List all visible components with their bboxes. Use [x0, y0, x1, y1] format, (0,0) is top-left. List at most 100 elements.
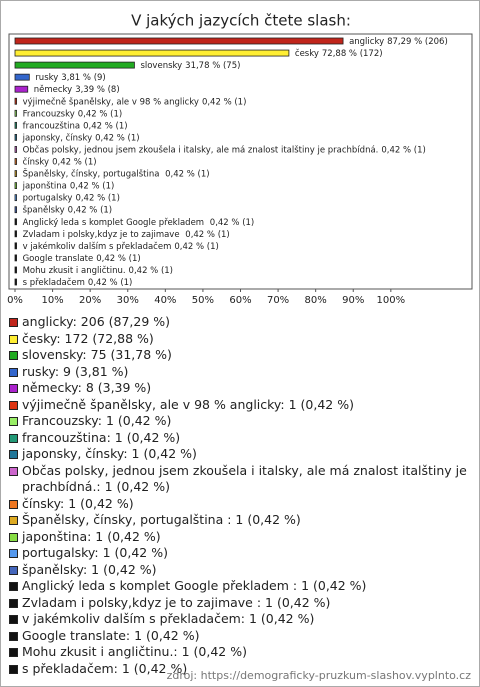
bar-label: japonsky, čínsky 0,42 % (1) [22, 132, 140, 143]
category-label: v jakémkoliv dalším s překladačem [23, 240, 172, 251]
legend-swatch [9, 648, 18, 657]
legend-label: Anglický leda s komplet Google překladem… [22, 578, 367, 593]
bar-label: portugalsky 0,42 % (1) [23, 193, 120, 203]
bar-label: Občas polsky, jednou jsem zkoušela i ita… [23, 144, 426, 155]
category-label: Francouzsky [23, 109, 75, 119]
category-label: česky [295, 48, 319, 59]
value-label: 0,42 % (1) [70, 181, 114, 191]
legend-item: Google translate: 1 (0,42 %) [9, 628, 471, 645]
legend-item: slovensky: 75 (31,78 %) [9, 347, 471, 364]
bar [14, 266, 17, 274]
legend-label: Francouzsky: 1 (0,42 %) [22, 413, 172, 428]
bar-label: rusky 3,81 % (9) [35, 73, 105, 83]
legend-label: anglicky: 206 (87,29 %) [22, 314, 171, 329]
category-label: výjimečně španělsky, ale v 98 % anglicky [23, 96, 199, 107]
legend-swatch [9, 334, 18, 344]
legend-item: Španělsky, čínsky, portugalština : 1 (0,… [9, 512, 471, 529]
legend-swatch [9, 318, 18, 327]
bar [14, 109, 17, 117]
legend-swatch [9, 565, 18, 575]
bar-label: španělsky 0,42 % (1) [23, 204, 113, 215]
bar-label: japonština 0,42 % (1) [22, 180, 115, 191]
x-tick-label: 80% [305, 295, 327, 306]
value-label: 0,42 % (1) [185, 229, 229, 239]
x-tick-label: 60% [229, 295, 251, 306]
value-label: 0,42 % (1) [75, 193, 119, 203]
category-label: s překladačem [23, 277, 85, 288]
legend-item: anglicky: 206 (87,29 %) [9, 314, 471, 331]
legend-item: francouzština: 1 (0,42 %) [9, 430, 471, 447]
x-tick-label: 50% [192, 295, 214, 306]
category-label: Občas polsky, jednou jsem zkoušela i ita… [23, 144, 379, 155]
value-label: 0,42 % (1) [83, 121, 127, 131]
bar-label: Španělsky, čínsky, portugalština 0,42 % … [23, 167, 210, 179]
legend-swatch [9, 351, 18, 360]
legend-swatch [9, 516, 18, 525]
bar-label: Anglický leda s komplet Google překladem… [23, 217, 255, 227]
chart: V jakých jazycích čtete slash: 0% 10% 20% 3… [7, 12, 473, 306]
bar [14, 218, 17, 226]
legend-label: výjimečně španělsky, ale v 98 % anglicky… [22, 396, 354, 412]
bar-label: Mohu zkusit i angličtinu. 0,42 % (1) [23, 264, 173, 275]
legend-label: Mohu zkusit i angličtinu.: 1 (0,42 %) [22, 644, 247, 659]
legend-label: v jakémkoliv dalším s překladačem: 1 (0,… [22, 611, 315, 626]
category-label: Španělsky, čínsky, portugalština [23, 167, 163, 179]
legend-item: čínsky: 1 (0,42 %) [9, 496, 471, 513]
bar [14, 49, 290, 57]
legend-label: španělsky: 1 (0,42 %) [22, 561, 157, 577]
bar-label: v jakémkoliv dalším s překladačem 0,42 % … [23, 240, 219, 251]
legend-item: Zvladam i polsky,kdyz je to zajimave : 1… [9, 595, 471, 612]
legend: anglicky: 206 (87,29 %) česky: 172 (72,88… [9, 314, 471, 677]
category-label: japonsky, čínsky [22, 132, 93, 143]
legend-item: rusky: 9 (3,81 %) [9, 364, 471, 381]
bar [14, 278, 17, 286]
category-label: německy [34, 85, 72, 95]
category-label: rusky [35, 73, 58, 83]
category-label: japonština [22, 180, 67, 191]
legend-item: Anglický leda s komplet Google překladem… [9, 578, 471, 595]
legend-label: rusky: 9 (3,81 %) [22, 363, 129, 379]
x-tick-label: 10% [41, 295, 63, 306]
legend-swatch [9, 466, 18, 476]
bar [14, 194, 17, 202]
category-label: francouzština [23, 120, 81, 131]
bar [14, 37, 344, 45]
bar [14, 146, 17, 153]
bar [14, 85, 29, 93]
category-label: anglicky [349, 37, 384, 47]
legend-label: německy: 8 (3,39 %) [22, 380, 152, 395]
legend-swatch [9, 664, 18, 674]
legend-item: německy: 8 (3,39 %) [9, 380, 471, 397]
x-tick-label: 20% [79, 295, 101, 306]
legend-swatch [9, 384, 18, 393]
x-tick-label: 40% [154, 295, 176, 306]
bar [14, 170, 17, 177]
legend-label: s překladačem: 1 (0,42 %) [22, 660, 188, 676]
value-label: 0,42 % (1) [95, 133, 139, 143]
value-label: 0,42 % (1) [174, 241, 218, 251]
bar [14, 254, 17, 262]
x-tick-label: 90% [342, 295, 364, 306]
legend-label: Google translate: 1 (0,42 %) [22, 627, 200, 643]
category-label: slovensky [140, 61, 182, 71]
legend-swatch [9, 598, 18, 608]
legend-swatch [9, 582, 18, 591]
value-label: 0,42 % (1) [96, 253, 140, 263]
value-label: 0,42 % (1) [68, 205, 112, 215]
legend-item: japonština: 1 (0,42 %) [9, 529, 471, 546]
legend-label: Španělsky, čínsky, portugalština : 1 (0,… [22, 512, 301, 527]
value-label: 31,78 % (75) [185, 61, 240, 71]
category-label: Mohu zkusit i angličtinu. [23, 264, 126, 275]
legend-swatch [9, 631, 18, 641]
bar-label: výjimečně španělsky, ale v 98 % anglicky… [23, 96, 247, 107]
category-label: portugalsky [23, 193, 73, 203]
legend-swatch [9, 450, 18, 459]
legend-label: japonsky, čínsky: 1 (0,42 %) [22, 446, 197, 461]
bar-label: Francouzsky 0,42 % (1) [23, 109, 123, 119]
value-label: 0,42 % (1) [88, 278, 132, 288]
value-label: 0,42 % (1) [78, 109, 122, 119]
legend-label: česky: 172 (72,88 %) [22, 330, 154, 346]
category-label: španělsky [23, 204, 65, 215]
x-tick-label: 30% [117, 295, 139, 306]
